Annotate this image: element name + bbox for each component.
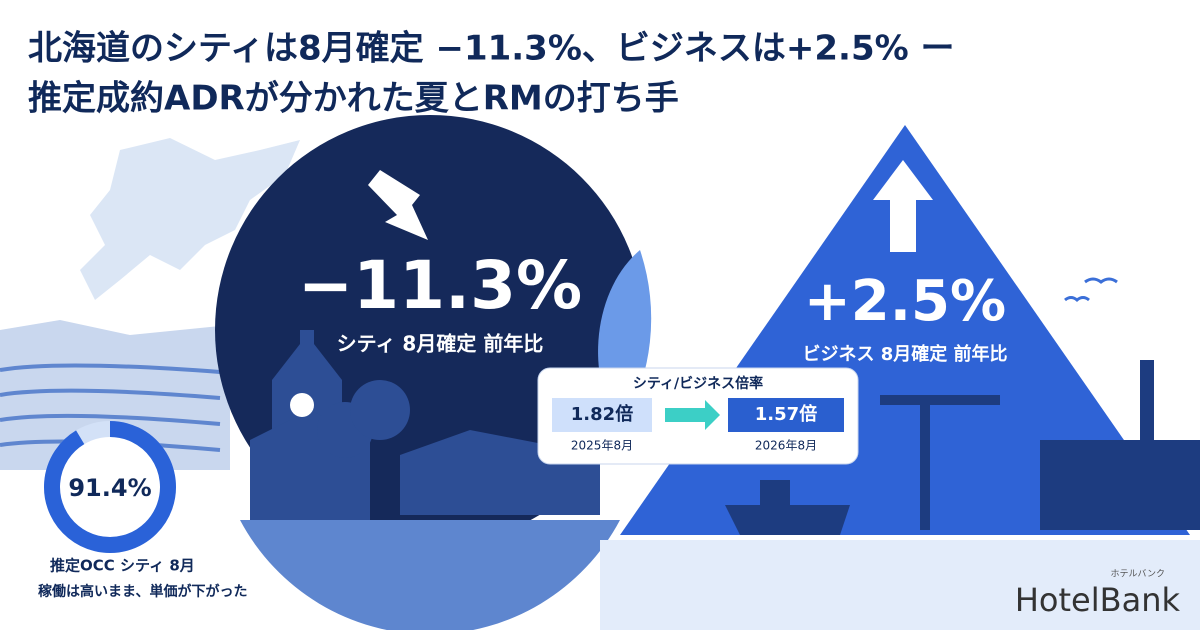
city-buildings xyxy=(250,330,600,520)
ratio-after: 1.57倍 xyxy=(755,403,817,425)
ratio-box xyxy=(552,398,652,432)
ratio-after-period: 2026年8月 xyxy=(755,439,817,453)
business-value: +2.5% xyxy=(804,269,1006,334)
occ-caption: 推定OCC シティ 8月 xyxy=(50,557,195,575)
ratio-box xyxy=(728,398,844,432)
bird xyxy=(1084,277,1118,284)
map xyxy=(80,138,300,300)
down-arrow xyxy=(368,170,428,240)
title-line: 北海道のシティは8月確定 −11.3%、ビジネスは+2.5% ー xyxy=(28,29,955,69)
port-silhouette xyxy=(725,360,1200,535)
ratio-title: シティ/ビジネス倍率 xyxy=(633,375,763,392)
title-line: 推定成約ADRが分かれた夏とRMの打ち手 xyxy=(28,79,679,119)
hills xyxy=(0,320,230,470)
water xyxy=(240,520,620,630)
business-caption: ビジネス 8月確定 前年比 xyxy=(802,343,1007,365)
ratio-arrow xyxy=(665,400,720,430)
ratio-before: 1.82倍 xyxy=(571,403,633,425)
ratio-before-period: 2025年8月 xyxy=(571,439,633,453)
logo-kana: ホテルバンク xyxy=(1111,569,1165,580)
occ-note: 稼働は高いまま、単価が下がった xyxy=(38,583,247,600)
logo: HotelBank xyxy=(1015,581,1181,619)
clock xyxy=(290,393,314,417)
bird xyxy=(1064,296,1090,302)
city-caption: シティ 8月確定 前年比 xyxy=(337,332,544,356)
sea xyxy=(600,540,1200,630)
up-arrow xyxy=(873,160,933,252)
occ-label: 91.4% xyxy=(68,474,151,502)
donut-arc xyxy=(44,421,176,553)
city-value: −11.3% xyxy=(298,247,582,324)
